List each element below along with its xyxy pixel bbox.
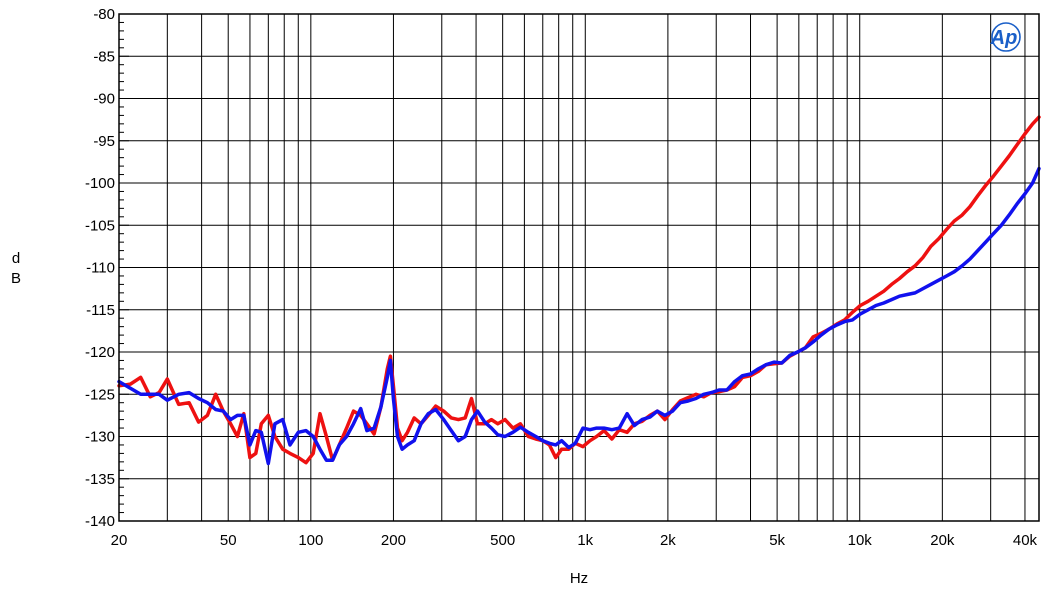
y-tick-label: -95	[93, 133, 115, 150]
ap-logo: Ap	[990, 22, 1021, 52]
x-tick-label: 5k	[769, 532, 785, 549]
series-line-2	[117, 166, 1041, 466]
y-tick-label: -110	[86, 260, 115, 277]
series-line-1	[117, 115, 1041, 465]
y-tick-label: -130	[85, 429, 115, 446]
y-tick-label: -115	[86, 302, 115, 319]
x-tick-label: 500	[490, 532, 515, 549]
x-tick-label: 2k	[660, 532, 676, 549]
plot-frame	[118, 13, 1040, 522]
x-tick-label: 50	[220, 532, 237, 549]
x-tick-label: 1k	[577, 532, 593, 549]
x-tick-label: 200	[381, 532, 406, 549]
y-tick-labels: -80 -85 -90 -95 -100 -105 -110 -115 -120 -125 -130…	[85, 6, 115, 530]
grid	[119, 13, 1039, 522]
y-tick-label: -85	[93, 48, 115, 65]
x-tick-label: 100	[298, 532, 323, 549]
y-tick-label: -90	[93, 91, 115, 108]
series-lines	[117, 115, 1041, 466]
x-axis-label: Hz	[570, 570, 588, 587]
y-tick-label: -140	[85, 513, 115, 530]
y-tick-label: -105	[85, 217, 115, 234]
y-tick-label: -125	[85, 386, 115, 403]
x-tick-label: 40k	[1013, 532, 1038, 549]
x-tick-labels: 20 50 100 200 500 1k 2k 5k 10k 20k 40k	[111, 532, 1038, 549]
x-tick-label: 20k	[930, 532, 955, 549]
ap-logo-text: Ap	[990, 27, 1018, 49]
x-tick-label: 10k	[848, 532, 873, 549]
y-tick-label: -120	[85, 344, 115, 361]
x-tick-label: 20	[111, 532, 128, 549]
y-tick-label: -80	[93, 6, 115, 23]
y-tick-label: -135	[85, 471, 115, 488]
y-tick-label: -100	[85, 175, 115, 192]
